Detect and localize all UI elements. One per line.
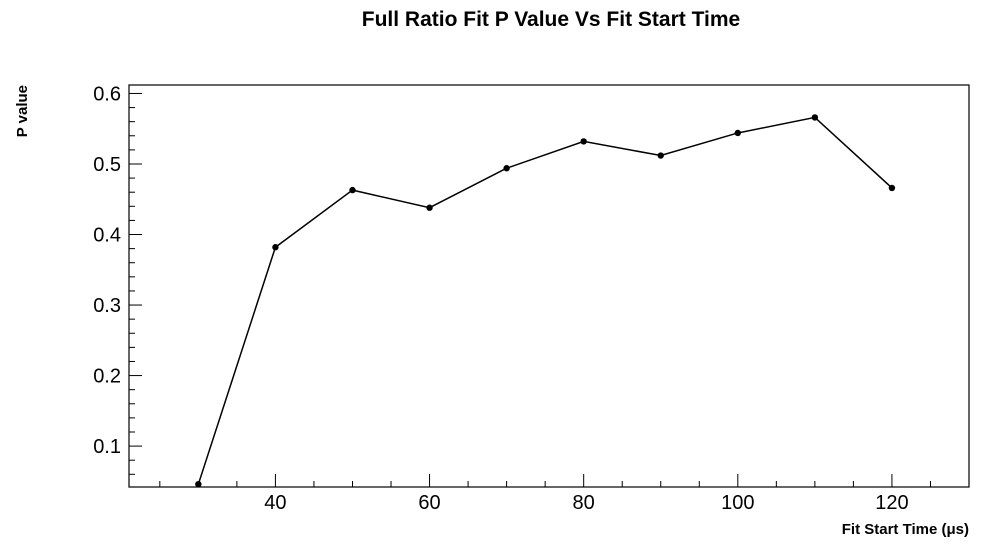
data-point <box>657 152 664 159</box>
plot-frame <box>128 84 970 488</box>
x-tick-label: 60 <box>418 492 440 514</box>
x-axis-label: Fit Start Time (μs) <box>842 521 969 538</box>
data-point <box>272 244 279 251</box>
data-point <box>888 184 896 192</box>
y-tick-label: 0.1 <box>93 436 121 458</box>
axis-ticks <box>129 92 970 487</box>
y-tick-label: 0.4 <box>93 225 121 247</box>
data-point <box>734 129 742 137</box>
y-tick-label: 0.6 <box>93 83 121 105</box>
y-axis-label: P value <box>14 85 31 137</box>
x-tick-label: 80 <box>573 492 595 514</box>
chart-title: Full Ratio Fit P Value Vs Fit Start Time <box>362 8 740 31</box>
series-layer <box>195 114 896 488</box>
y-tick-label: 0.5 <box>93 154 121 176</box>
x-tick-label: 120 <box>875 492 908 514</box>
data-point <box>580 138 587 145</box>
data-point <box>426 204 433 211</box>
x-tick-label: 40 <box>264 492 286 514</box>
tick-labels: 40 60 80 100 120 0.1 0.2 0.3 0.4 0.5 0.6 <box>93 83 908 514</box>
y-tick-label: 0.2 <box>93 366 121 388</box>
data-point <box>503 165 510 172</box>
y-tick-label: 0.3 <box>93 295 121 317</box>
data-point <box>349 186 356 194</box>
data-point <box>811 114 819 121</box>
series-line <box>197 116 893 485</box>
data-point <box>195 480 202 488</box>
x-tick-label: 100 <box>721 492 754 514</box>
